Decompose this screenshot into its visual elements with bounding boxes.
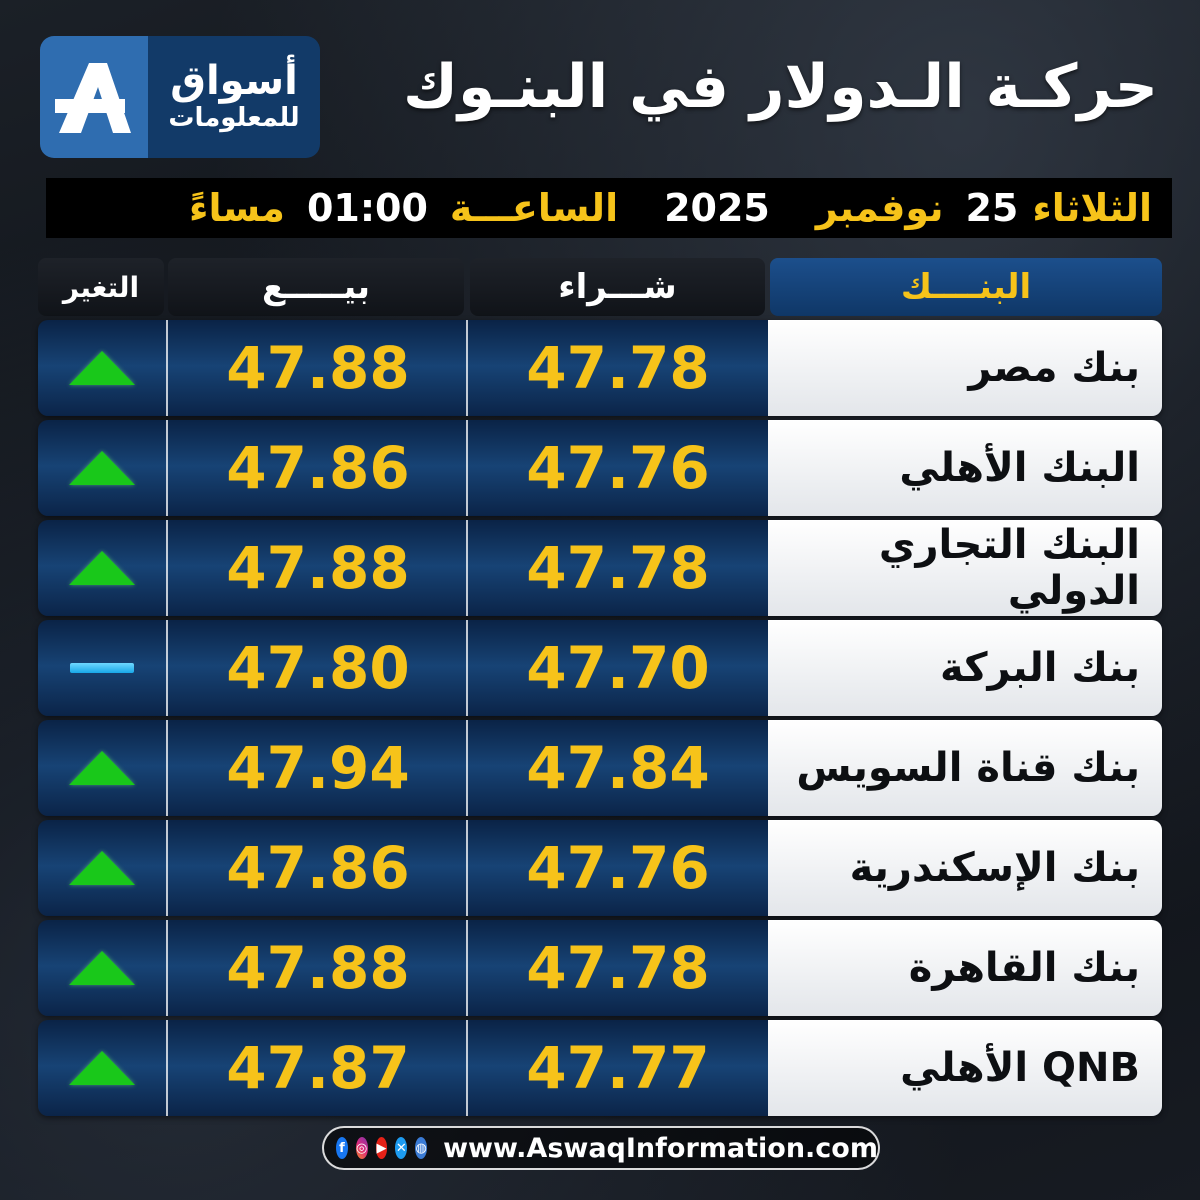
header-buy: شـــراء bbox=[470, 258, 765, 316]
logo-line2: للمعلومات bbox=[168, 103, 300, 134]
date-month: نوفمبر bbox=[815, 186, 944, 230]
header-change: التغير bbox=[38, 258, 164, 316]
sell-rate: 47.87 bbox=[226, 1034, 410, 1102]
column-divider bbox=[466, 320, 468, 416]
date-bar: الثلاثاء 25 نوفمبر 2025 الساعـــة 01:00 … bbox=[46, 178, 1172, 238]
buy-rate: 47.78 bbox=[526, 334, 710, 402]
x-icon[interactable]: ✕ bbox=[395, 1137, 408, 1159]
bank-name: البنك التجاري الدولي bbox=[768, 520, 1162, 616]
change-cell bbox=[38, 320, 166, 416]
change-cell bbox=[38, 520, 166, 616]
brand-logo: أسواق للمعلومات bbox=[40, 36, 320, 158]
buy-rate: 47.84 bbox=[526, 734, 710, 802]
sell-rate: 47.88 bbox=[226, 934, 410, 1002]
bank-name: بنك قناة السويس bbox=[768, 720, 1162, 816]
buy-rate: 47.70 bbox=[526, 634, 710, 702]
column-divider bbox=[166, 820, 168, 916]
globe-icon[interactable]: ◍ bbox=[415, 1137, 428, 1159]
logo-mark-icon bbox=[40, 36, 148, 158]
up-arrow-icon bbox=[69, 351, 135, 385]
header-sell: بيـــــع bbox=[168, 258, 464, 316]
up-arrow-icon bbox=[69, 551, 135, 585]
column-divider bbox=[166, 720, 168, 816]
change-cell bbox=[38, 720, 166, 816]
column-divider bbox=[466, 1020, 468, 1116]
bank-name: بنك مصر bbox=[768, 320, 1162, 416]
table-row: 47.94 47.84 بنك قناة السويس bbox=[38, 720, 1162, 816]
table-row: 47.87 47.77 QNB الأهلي bbox=[38, 1020, 1162, 1116]
website-link[interactable]: www.AswaqInformation.com bbox=[443, 1132, 878, 1164]
change-cell bbox=[38, 620, 166, 716]
column-divider bbox=[466, 520, 468, 616]
buy-rate: 47.76 bbox=[526, 434, 710, 502]
sell-rate: 47.86 bbox=[226, 434, 410, 502]
column-divider bbox=[466, 620, 468, 716]
column-divider bbox=[166, 620, 168, 716]
sell-rate: 47.80 bbox=[226, 634, 410, 702]
buy-rate: 47.76 bbox=[526, 834, 710, 902]
bank-name: بنك الإسكندرية bbox=[768, 820, 1162, 916]
up-arrow-icon bbox=[69, 451, 135, 485]
up-arrow-icon bbox=[69, 851, 135, 885]
table-row: 47.86 47.76 بنك الإسكندرية bbox=[38, 820, 1162, 916]
sell-rate: 47.88 bbox=[226, 334, 410, 402]
column-divider bbox=[166, 1020, 168, 1116]
sell-rate: 47.94 bbox=[226, 734, 410, 802]
youtube-icon[interactable]: ▶ bbox=[375, 1137, 388, 1159]
column-divider bbox=[466, 920, 468, 1016]
change-cell bbox=[38, 1020, 166, 1116]
column-divider bbox=[166, 420, 168, 516]
table-row: 47.88 47.78 بنك القاهرة bbox=[38, 920, 1162, 1016]
buy-rate: 47.78 bbox=[526, 534, 710, 602]
buy-rate: 47.77 bbox=[526, 1034, 710, 1102]
change-cell bbox=[38, 820, 166, 916]
table-row: 47.86 47.76 البنك الأهلي bbox=[38, 420, 1162, 516]
logo-text: أسواق للمعلومات bbox=[148, 36, 320, 158]
column-divider bbox=[166, 320, 168, 416]
time-label: الساعـــة bbox=[449, 186, 619, 230]
table-row: 47.88 47.78 بنك مصر bbox=[38, 320, 1162, 416]
sell-rate: 47.88 bbox=[226, 534, 410, 602]
table-row: 47.88 47.78 البنك التجاري الدولي bbox=[38, 520, 1162, 616]
buy-rate: 47.78 bbox=[526, 934, 710, 1002]
column-divider bbox=[466, 720, 468, 816]
column-divider bbox=[166, 920, 168, 1016]
column-divider bbox=[166, 520, 168, 616]
date-day: الثلاثاء bbox=[1032, 186, 1152, 230]
instagram-icon[interactable]: ◎ bbox=[355, 1137, 368, 1159]
table-row: 47.80 47.70 بنك البركة bbox=[38, 620, 1162, 716]
sell-rate: 47.86 bbox=[226, 834, 410, 902]
bank-name: البنك الأهلي bbox=[768, 420, 1162, 516]
page-title: حركـة الـدولار في البنـوك bbox=[403, 52, 1158, 122]
bank-name: QNB الأهلي bbox=[768, 1020, 1162, 1116]
header-bank: البنــــك bbox=[770, 258, 1162, 316]
change-cell bbox=[38, 420, 166, 516]
bank-name: بنك البركة bbox=[768, 620, 1162, 716]
date-year: 2025 bbox=[664, 186, 770, 230]
footer-bar: f ◎ ▶ ✕ ◍ www.AswaqInformation.com bbox=[322, 1126, 880, 1170]
unchanged-dash-icon bbox=[70, 663, 134, 673]
bank-name: بنك القاهرة bbox=[768, 920, 1162, 1016]
time-period: مساءً bbox=[189, 186, 285, 230]
facebook-icon[interactable]: f bbox=[336, 1137, 348, 1159]
up-arrow-icon bbox=[69, 751, 135, 785]
change-cell bbox=[38, 920, 166, 1016]
logo-line1: أسواق bbox=[170, 58, 298, 105]
column-divider bbox=[466, 820, 468, 916]
time-value: 01:00 bbox=[306, 186, 428, 230]
up-arrow-icon bbox=[69, 951, 135, 985]
column-divider bbox=[466, 420, 468, 516]
up-arrow-icon bbox=[69, 1051, 135, 1085]
date-day-number: 25 bbox=[965, 186, 1019, 230]
